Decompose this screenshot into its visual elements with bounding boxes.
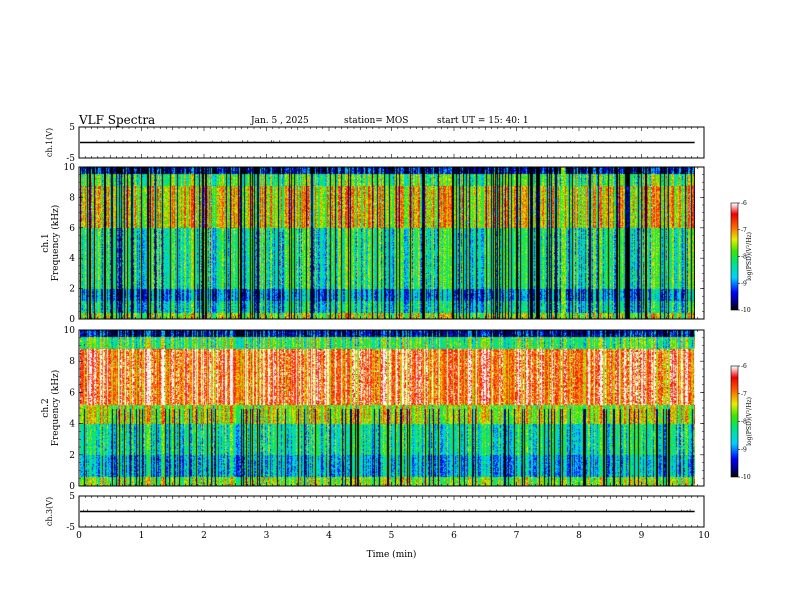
y-tick-label: 10: [64, 326, 76, 336]
colorbar-tick-label: -8: [741, 254, 747, 261]
label-layer: 5 -5 ch.1(V) -6 -7 -8 -9 -10 log(PSD)(V²/Hz) 0 2 4 6…: [41, 123, 753, 560]
y-tick-label: 4: [69, 254, 75, 264]
ch1-spectrogram-colorbar: [731, 203, 738, 310]
x-tick-label: 5: [389, 531, 395, 541]
x-axis-label: Time (min): [367, 549, 417, 560]
spectrogram-images: [80, 167, 738, 486]
y-tick-label: 0: [69, 315, 75, 325]
station-label: station= MOS: [344, 116, 409, 126]
y-tick-label: 2: [69, 451, 75, 461]
x-tick-label: 7: [514, 531, 520, 541]
x-tick-label: 0: [76, 531, 82, 541]
y-tick-label: 5: [69, 492, 75, 502]
ch1-spectrogram-heatmap: [80, 167, 695, 319]
colorbar-tick-label: -9: [741, 446, 747, 453]
colorbar-tick-label: -9: [741, 280, 747, 287]
date-label: Jan. 5 , 2025: [251, 116, 309, 126]
colorbar-tick-label: -7: [741, 391, 747, 398]
y-tick-label: 5: [69, 123, 75, 133]
y-tick-label: -5: [66, 523, 75, 533]
y-axis-label: ch.1(V): [45, 128, 54, 157]
y-tick-label: 0: [69, 482, 75, 492]
y-tick-label: 8: [69, 357, 75, 367]
y-tick-label: 2: [69, 285, 75, 295]
y-tick-label: -5: [66, 154, 75, 164]
ch3-waveform-spikes: [83, 509, 691, 512]
colorbar-tick-label: -8: [741, 419, 747, 426]
colorbar-tick-label: -6: [741, 363, 747, 370]
colorbar-label: log(PSD)(V²/Hz): [746, 397, 753, 446]
x-tick-label: 4: [326, 531, 332, 541]
y-axis-label: ch.1: [41, 233, 51, 252]
colorbar-tick-label: -10: [741, 474, 751, 481]
colorbar-tick-label: -10: [741, 307, 751, 314]
start-time-label: start UT = 15: 40: 1: [437, 116, 529, 126]
y-axis-label: Frequency (kHz): [50, 370, 61, 447]
ch1-waveform-spikes: [96, 140, 663, 143]
y-tick-label: 6: [69, 224, 75, 234]
ch2-spectrogram-heatmap: [80, 330, 695, 486]
y-axis-label: ch.2: [41, 398, 51, 417]
y-axis-label: ch.3(V): [45, 497, 54, 526]
x-tick-label: 6: [451, 531, 457, 541]
colorbar-label: log(PSD)(V²/Hz): [746, 232, 753, 281]
colorbar-tick-label: -6: [741, 200, 747, 207]
y-axis-label: Frequency (kHz): [50, 205, 61, 282]
x-tick-label: 8: [576, 531, 582, 541]
x-tick-label: 2: [201, 531, 207, 541]
x-tick-label: 3: [264, 531, 270, 541]
plot-title: VLF Spectra: [79, 113, 156, 127]
colorbar-tick-label: -7: [741, 227, 747, 234]
x-tick-label: 1: [139, 531, 145, 541]
y-tick-label: 8: [69, 193, 75, 203]
y-tick-label: 6: [69, 388, 75, 398]
x-tick-label: 10: [698, 531, 710, 541]
x-tick-label: 9: [639, 531, 645, 541]
ch2-spectrogram-colorbar: [731, 366, 738, 477]
y-tick-label: 10: [64, 163, 76, 173]
axes-layer: [78, 126, 740, 528]
y-tick-label: 4: [69, 420, 75, 430]
